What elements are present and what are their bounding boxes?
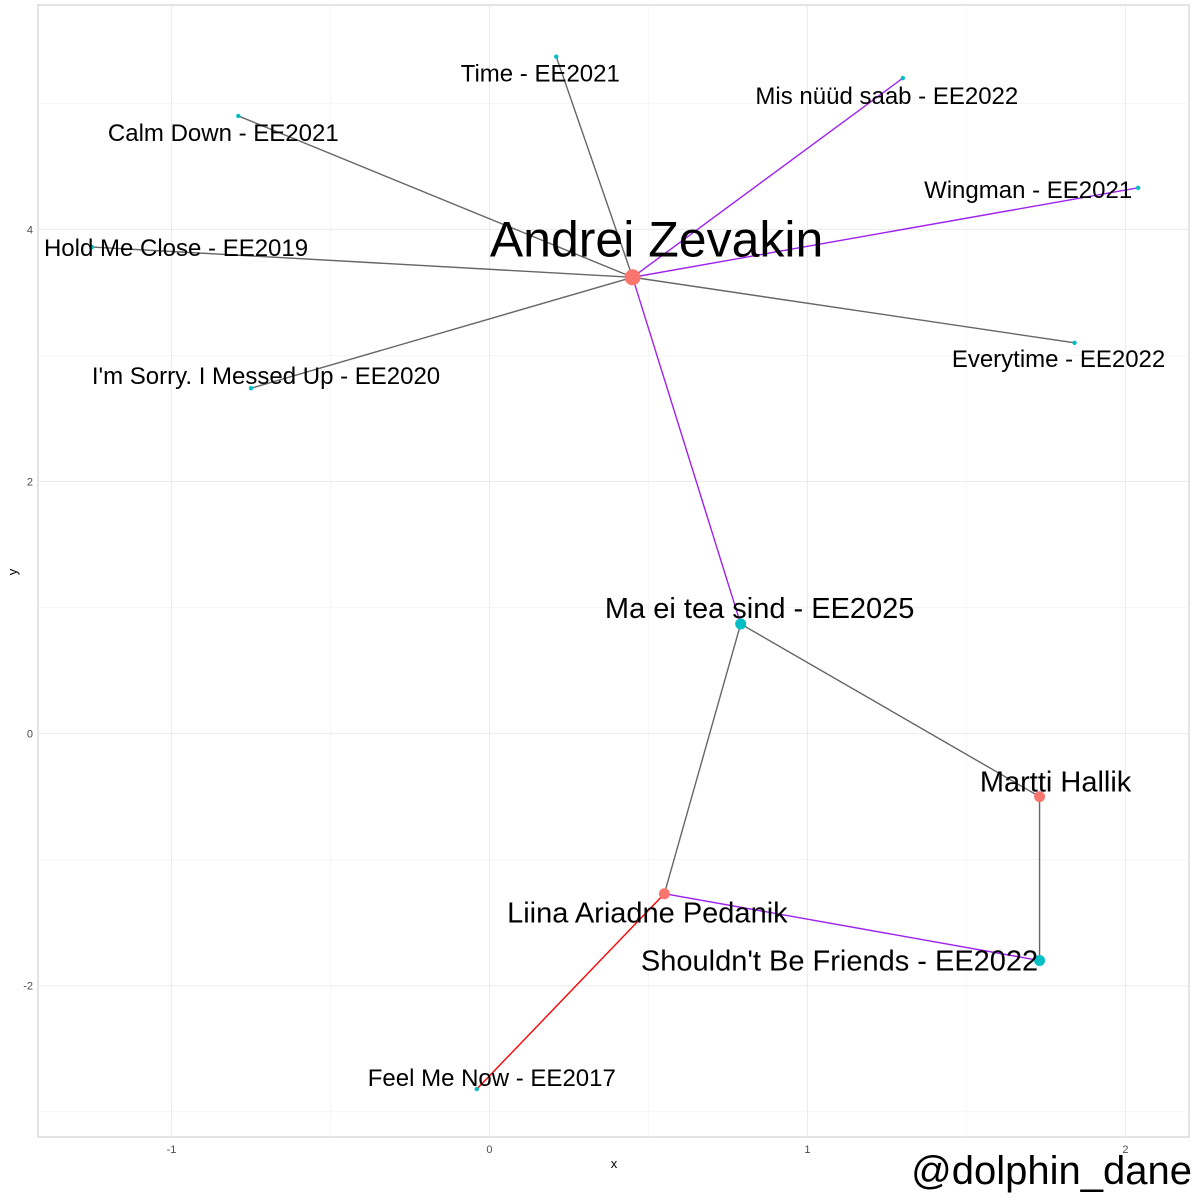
edges-layer [92, 56, 1139, 1090]
node-label-ma_ei: Ma ei tea sind - EE2025 [605, 593, 915, 625]
y-tick-label: 4 [27, 224, 33, 236]
edge-andrei-hold [92, 246, 633, 278]
y-tick-label: 2 [27, 476, 33, 488]
node-label-time: Time - EE2021 [461, 61, 620, 88]
y-axis-title: y [5, 568, 20, 575]
y-tick-label: -2 [23, 981, 33, 993]
node-feel [474, 1086, 479, 1092]
edge-andrei-wingman [632, 187, 1139, 278]
node-shouldnt [1034, 955, 1046, 967]
edge-andrei-sorry [250, 276, 633, 389]
plot-panel [37, 4, 1190, 1138]
grid-lines [38, 5, 1189, 1137]
x-axis-title: x [611, 1156, 618, 1171]
node-label-feel: Feel Me Now - EE2017 [368, 1065, 616, 1092]
node-label-mis: Mis nüüd saab - EE2022 [755, 83, 1018, 110]
node-label-wingman: Wingman - EE2021 [924, 177, 1132, 204]
y-tick-label: 0 [27, 729, 33, 741]
node-mis [900, 75, 906, 81]
edge-andrei-every [632, 276, 1075, 344]
edge-andrei-ma_ei [631, 277, 742, 625]
edge-andrei-mis [632, 77, 904, 278]
node-liina [658, 888, 670, 900]
labels-layer: Andrei Zevakin Ma ei tea sind - EE2025 Mar… [44, 61, 1165, 1092]
edge-andrei-time [555, 56, 634, 278]
node-every [1072, 340, 1077, 346]
node-time [554, 54, 559, 59]
axis-ticks: -1 0 1 2 -2 0 2 4 [23, 224, 1128, 1156]
credit-handle: @dolphin_dane [911, 1149, 1192, 1193]
edge-ma_ei-liina [663, 623, 742, 894]
node-wingman [1135, 185, 1141, 190]
node-calm [236, 113, 241, 119]
node-andrei [624, 269, 641, 286]
x-tick-label: 0 [486, 1144, 492, 1156]
x-tick-label: 2 [1122, 1144, 1128, 1156]
node-label-every: Everytime - EE2022 [952, 346, 1165, 373]
node-label-liina: Liina Ariadne Pedanik [507, 898, 788, 930]
node-label-martti: Martti Hallik [980, 767, 1132, 799]
x-tick-label: -1 [167, 1144, 177, 1156]
node-ma_ei [735, 618, 747, 630]
edge-liina-feel [476, 893, 665, 1090]
nodes-layer [89, 54, 1141, 1092]
x-tick-label: 1 [804, 1144, 810, 1156]
node-label-sorry: I'm Sorry. I Messed Up - EE2020 [92, 363, 440, 390]
node-label-shouldnt: Shouldn't Be Friends - EE2022 [641, 946, 1038, 978]
node-sorry [248, 386, 254, 391]
node-label-calm: Calm Down - EE2021 [108, 120, 339, 147]
edge-ma_ei-martti [740, 623, 1040, 798]
node-label-hold: Hold Me Close - EE2019 [44, 235, 308, 262]
node-hold [89, 244, 95, 250]
edge-liina-shouldnt [664, 893, 1040, 962]
node-martti [1034, 791, 1046, 803]
node-label-andrei: Andrei Zevakin [490, 211, 824, 267]
edge-andrei-calm [238, 115, 633, 278]
